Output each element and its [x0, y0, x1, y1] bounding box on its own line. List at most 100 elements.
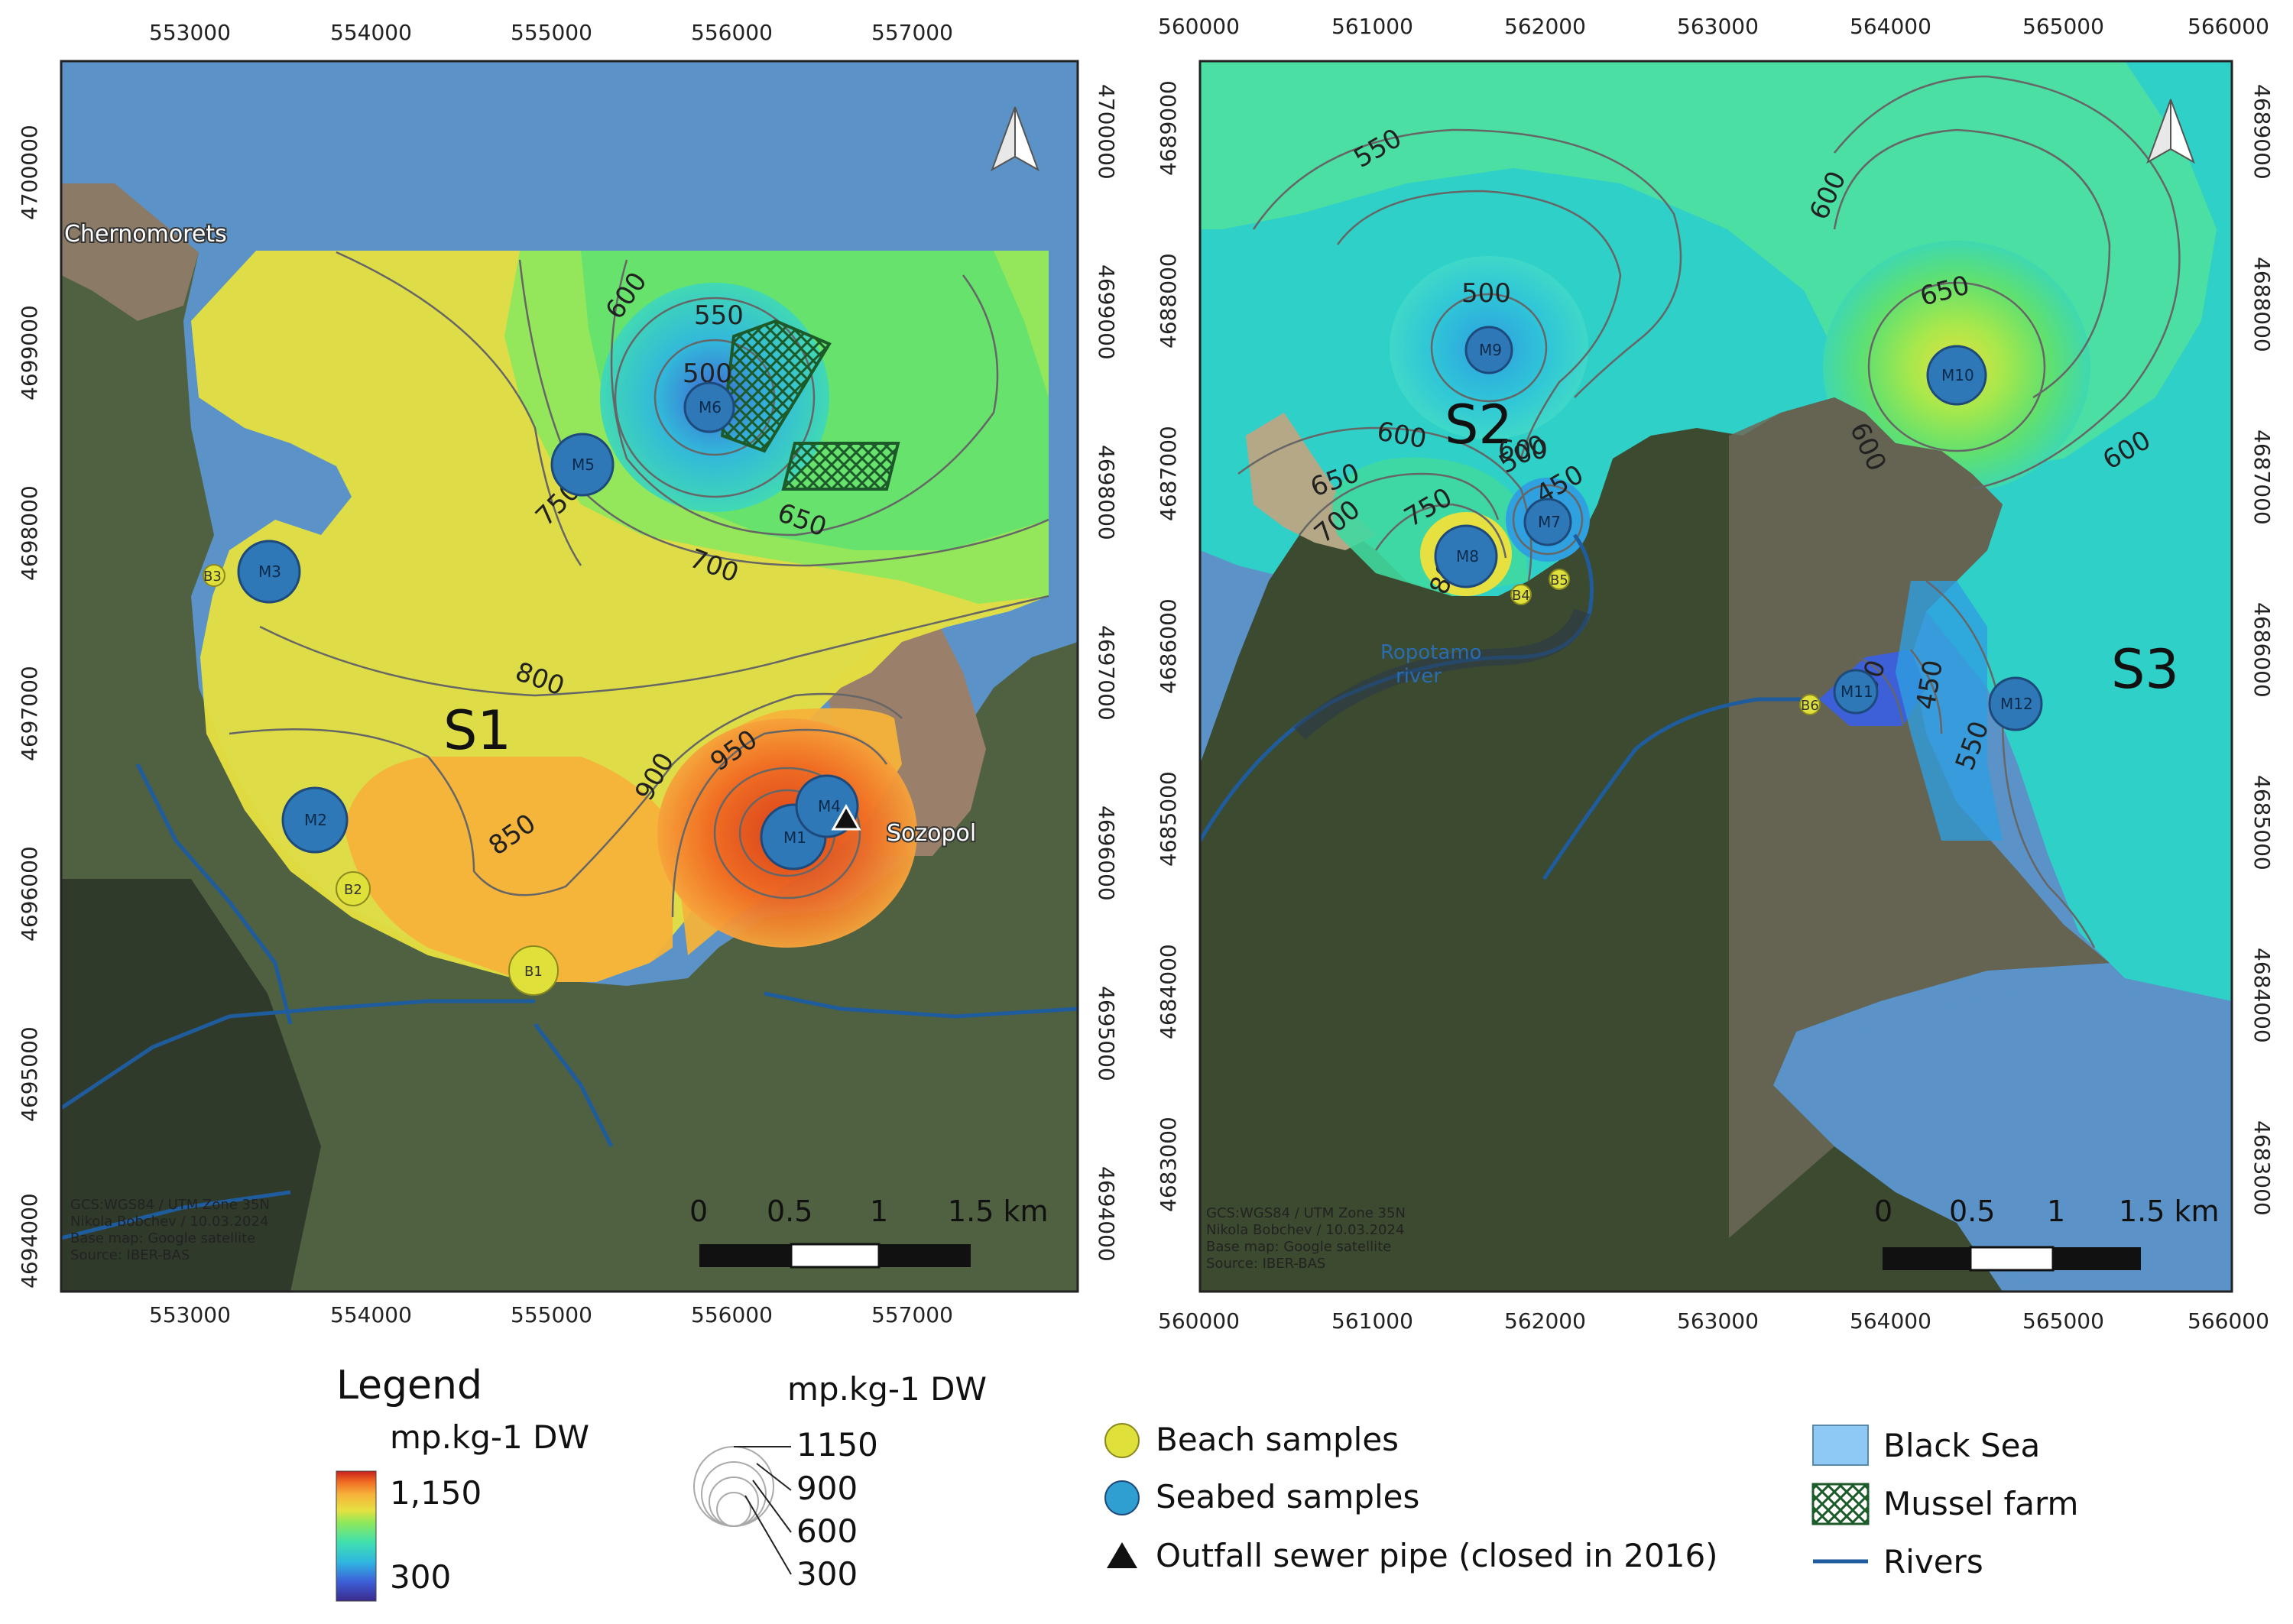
svg-text:4686000: 4686000 — [2249, 602, 2275, 698]
left-map: Chernomorets Sozopol S1 550 500 600 650 … — [61, 61, 1078, 1292]
svg-text:561000: 561000 — [1331, 14, 1413, 39]
zone-label-s1: S1 — [443, 699, 511, 762]
chernomorets-label: Chernomorets — [64, 221, 227, 248]
beach-sample-b2[interactable]: B2 — [336, 871, 371, 906]
legend-ramp-unit: mp.kg-1 DW — [390, 1418, 589, 1456]
svg-text:4699000: 4699000 — [1094, 264, 1119, 360]
svg-text:4698000: 4698000 — [17, 485, 42, 581]
beach-sample-b1[interactable]: B1 — [508, 945, 559, 996]
svg-text:B3: B3 — [203, 569, 222, 585]
svg-text:Base map: Google satellite: Base map: Google satellite — [1206, 1239, 1391, 1255]
svg-text:M11: M11 — [1841, 682, 1873, 701]
legend-outfall-item: Outfall sewer pipe (closed in 2016) — [1107, 1537, 1718, 1574]
svg-text:M2: M2 — [304, 811, 327, 829]
right-map-sea-south — [1773, 986, 2232, 1292]
legend-size-circles — [693, 1446, 774, 1527]
station-m3[interactable]: M3 — [237, 540, 301, 604]
svg-text:4694000: 4694000 — [1094, 1166, 1119, 1262]
station-m5[interactable]: M5 — [550, 433, 615, 497]
right-map-land-east — [1729, 397, 2110, 1238]
svg-text:4684000: 4684000 — [1156, 944, 1181, 1039]
svg-text:4700000: 4700000 — [17, 125, 42, 220]
svg-text:Nikola Bobchev / 10.03.2024: Nikola Bobchev / 10.03.2024 — [1206, 1222, 1404, 1238]
svg-text:1: 1 — [870, 1194, 888, 1228]
svg-text:1.5 km: 1.5 km — [948, 1194, 1049, 1228]
station-m6[interactable]: M6 — [683, 381, 735, 433]
left-map-credits: GCS:WGS84 / UTM Zone 35N Nikola Bobchev … — [70, 1197, 270, 1263]
svg-text:Mussel farm: Mussel farm — [1883, 1485, 2078, 1522]
legend-size-leaders — [734, 1446, 792, 1575]
left-map-outfall-pipe[interactable] — [831, 803, 861, 831]
svg-text:4696000: 4696000 — [1094, 806, 1119, 901]
left-map-mussel-farm-2[interactable] — [781, 442, 900, 491]
legend-sea-item: Black Sea — [1812, 1425, 2040, 1466]
beach-sample-b6[interactable]: B6 — [1799, 694, 1821, 715]
right-map-s3-blue — [1896, 581, 2003, 841]
svg-text:Rivers: Rivers — [1883, 1543, 1983, 1580]
svg-text:4695000: 4695000 — [1094, 986, 1119, 1081]
zone-label-s2: S2 — [1445, 394, 1513, 456]
svg-text:4683000: 4683000 — [2249, 1120, 2275, 1216]
station-m11[interactable]: M11 — [1833, 669, 1879, 715]
svg-text:553000: 553000 — [149, 20, 231, 45]
svg-text:4697000: 4697000 — [1094, 625, 1119, 721]
svg-text:4687000: 4687000 — [2249, 430, 2275, 525]
svg-text:M3: M3 — [258, 562, 281, 581]
beach-sample-b3[interactable]: B3 — [203, 564, 225, 587]
svg-text:565000: 565000 — [2022, 1308, 2104, 1334]
svg-text:4695000: 4695000 — [17, 1026, 42, 1122]
svg-text:B5: B5 — [1550, 572, 1568, 588]
left-map-x-ticks-bottom: 553000 554000 555000 556000 557000 — [149, 1302, 953, 1327]
svg-text:M1: M1 — [783, 828, 806, 847]
legend-color-ramp — [336, 1470, 377, 1602]
svg-text:555000: 555000 — [511, 1302, 592, 1327]
svg-text:563000: 563000 — [1677, 14, 1759, 39]
svg-text:B2: B2 — [344, 882, 362, 898]
svg-text:557000: 557000 — [871, 20, 953, 45]
right-map-frame — [1198, 60, 2233, 1293]
svg-text:4688000: 4688000 — [2249, 257, 2275, 352]
station-m8[interactable]: M8 — [1434, 524, 1498, 588]
right-map-credits: GCS:WGS84 / UTM Zone 35N Nikola Bobchev … — [1206, 1205, 1406, 1272]
svg-text:B1: B1 — [524, 964, 543, 980]
legend-rivers-item: Rivers — [1813, 1543, 1983, 1580]
station-m2[interactable]: M2 — [281, 786, 349, 854]
legend-triangle-icon — [1107, 1542, 1137, 1568]
legend-size-900: 900 — [796, 1470, 858, 1507]
sozopol-label: Sozopol — [887, 820, 976, 847]
left-map-beach-samples: B1 B2 B3 — [203, 564, 559, 996]
right-map-north-arrow-icon — [2146, 99, 2195, 164]
station-m9[interactable]: M9 — [1464, 326, 1513, 374]
svg-text:4683000: 4683000 — [1156, 1117, 1181, 1212]
svg-text:Beach samples: Beach samples — [1156, 1421, 1399, 1458]
svg-text:M12: M12 — [2000, 695, 2033, 713]
beach-sample-b5[interactable]: B5 — [1549, 569, 1570, 590]
right-map-seabed-stations: M7 M8 M9 M10 M11 M12 — [1434, 326, 2043, 731]
beach-sample-b4[interactable]: B4 — [1510, 584, 1532, 605]
svg-text:4698000: 4698000 — [1094, 445, 1119, 540]
right-map-contours — [1237, 75, 2181, 948]
station-m7[interactable]: M7 — [1523, 498, 1572, 546]
left-map-surface-orange — [344, 757, 673, 982]
legend-size-1150: 1150 — [796, 1426, 878, 1464]
svg-text:557000: 557000 — [871, 1302, 953, 1327]
svg-text:B4: B4 — [1512, 588, 1530, 604]
station-m10[interactable]: M10 — [1926, 345, 1987, 406]
svg-text:4694000: 4694000 — [17, 1193, 42, 1289]
svg-text:Base map: Google satellite: Base map: Google satellite — [70, 1230, 255, 1246]
svg-text:561000: 561000 — [1331, 1308, 1413, 1334]
svg-text:560000: 560000 — [1158, 14, 1240, 39]
legend-seabed-item: Seabed samples — [1104, 1478, 1419, 1515]
svg-text:M6: M6 — [699, 398, 722, 417]
svg-text:0.5: 0.5 — [767, 1194, 812, 1228]
svg-text:Seabed samples: Seabed samples — [1156, 1478, 1419, 1515]
station-m12[interactable]: M12 — [1988, 676, 2043, 731]
svg-text:Black Sea: Black Sea — [1883, 1427, 2040, 1464]
left-map-contours — [229, 251, 1049, 918]
svg-text:GCS:WGS84 / UTM Zone 35N: GCS:WGS84 / UTM Zone 35N — [1206, 1205, 1406, 1221]
svg-text:0: 0 — [1874, 1194, 1892, 1228]
svg-text:1: 1 — [2047, 1194, 2065, 1228]
left-map-land-west — [61, 191, 1078, 1292]
left-map-y-ticks-right: 4700000 4699000 4698000 4697000 4696000 … — [1094, 84, 1119, 1262]
